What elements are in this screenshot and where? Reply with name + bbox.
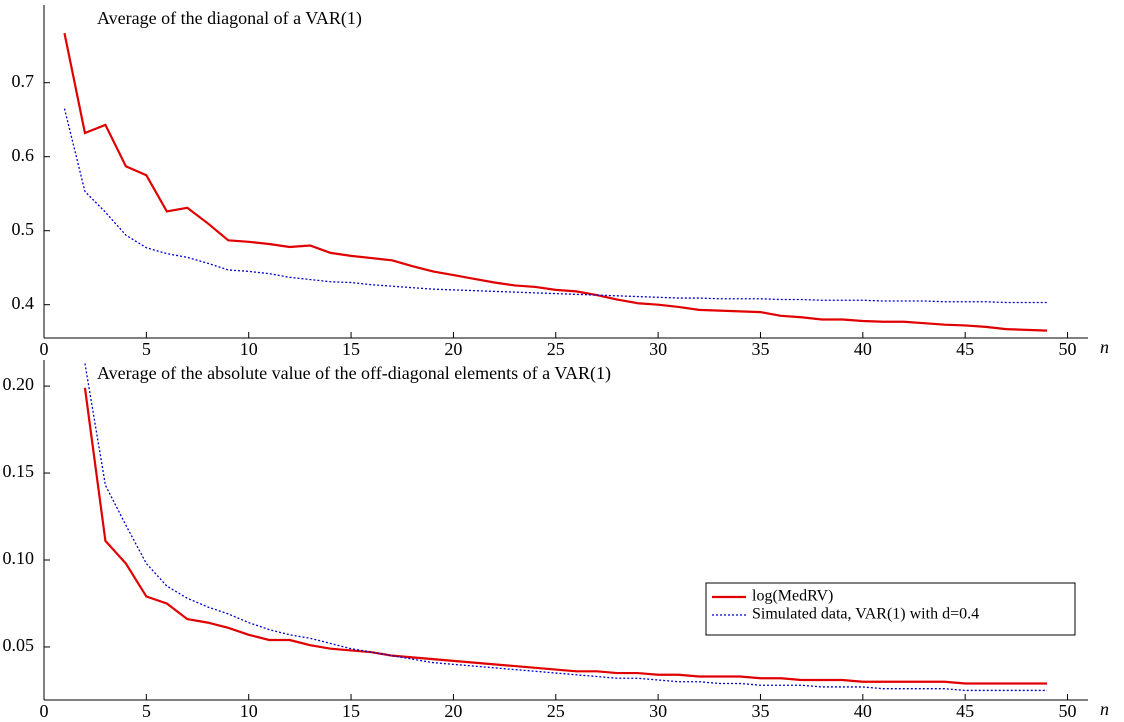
y-tick-label: 0.15: [3, 461, 35, 481]
series-line: [63, 108, 1048, 304]
x-tick-label: 20: [444, 339, 462, 359]
x-tick-label: 40: [854, 339, 872, 359]
chart-title: Average of the absolute value of the off…: [97, 363, 611, 384]
x-tick-label: 40: [854, 701, 872, 721]
x-tick-label: 10: [240, 701, 258, 721]
x-tick-label: 45: [956, 339, 974, 359]
y-tick-label: 0.5: [12, 219, 35, 239]
x-tick-label: 15: [342, 339, 360, 359]
x-axis-label: n: [1100, 699, 1109, 719]
y-tick-label: 0.6: [12, 145, 35, 165]
x-tick-label: 5: [142, 701, 151, 721]
series-line: [63, 32, 1048, 332]
x-tick-label: 30: [649, 339, 667, 359]
x-tick-label: 50: [1059, 339, 1077, 359]
x-tick-label: 25: [547, 701, 565, 721]
x-tick-label: 25: [547, 339, 565, 359]
y-tick-label: 0.05: [3, 635, 35, 655]
x-tick-label: 35: [751, 701, 769, 721]
legend-label: Simulated data, VAR(1) with d=0.4: [752, 606, 979, 623]
legend-label: log(MedRV): [752, 588, 833, 605]
y-tick-label: 0.4: [12, 293, 35, 313]
x-tick-label: 10: [240, 339, 258, 359]
y-tick-label: 0.10: [3, 548, 35, 568]
chart-title: Average of the diagonal of a VAR(1): [97, 8, 362, 29]
series-line: [84, 363, 1048, 692]
series-line: [83, 387, 1048, 685]
legend-box: [705, 582, 1076, 636]
x-tick-label: 20: [444, 701, 462, 721]
x-tick-label: 35: [751, 339, 769, 359]
x-tick-label: 30: [649, 701, 667, 721]
x-tick-label: 0: [40, 339, 49, 359]
y-tick-label: 0.20: [3, 374, 35, 394]
x-tick-label: 0: [40, 701, 49, 721]
x-axis-label: n: [1100, 337, 1109, 357]
x-tick-label: 50: [1059, 701, 1077, 721]
x-tick-label: 15: [342, 701, 360, 721]
x-tick-label: 5: [142, 339, 151, 359]
x-tick-label: 45: [956, 701, 974, 721]
y-tick-label: 0.7: [12, 71, 35, 91]
